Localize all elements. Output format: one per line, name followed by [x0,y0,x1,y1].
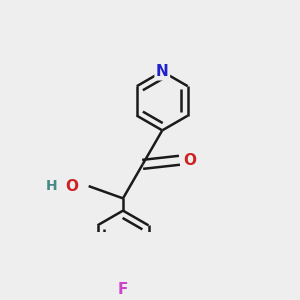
Text: O: O [183,153,196,168]
Text: N: N [156,64,169,79]
Text: F: F [118,282,128,297]
Text: O: O [65,178,78,194]
Text: H: H [46,179,58,193]
